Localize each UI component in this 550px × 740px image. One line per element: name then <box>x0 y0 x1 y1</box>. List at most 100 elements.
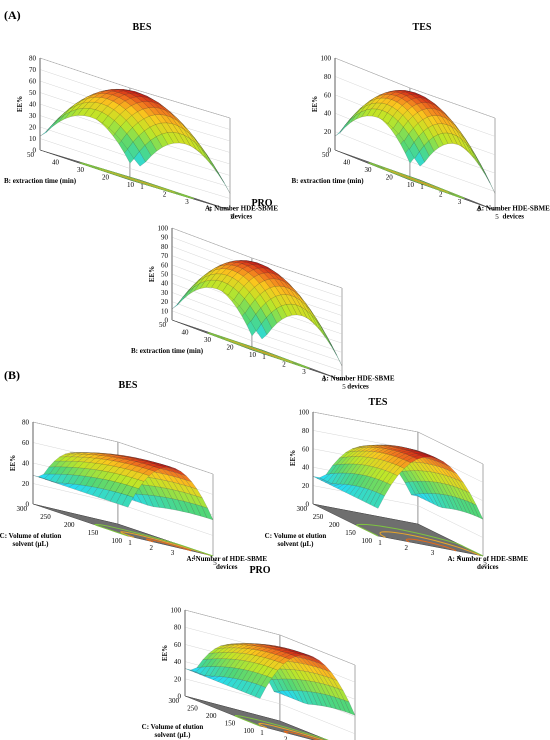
floor-contour <box>207 332 310 370</box>
chart-title: PRO <box>251 198 272 209</box>
wall-gridline <box>312 411 484 465</box>
y-tick-label: 150 <box>345 529 356 537</box>
x-axis-label: devices <box>231 213 253 221</box>
x-axis-label: A: Number of HDE-SBME <box>447 555 528 563</box>
y-tick-label: 40 <box>343 159 351 167</box>
x-tick-label: 5 <box>213 559 217 567</box>
y-tick-label: 10 <box>127 181 135 189</box>
y-tick-label: 250 <box>40 513 51 521</box>
z-tick-label: 80 <box>174 624 182 632</box>
y-tick-label: 200 <box>329 521 340 529</box>
z-tick-label: 20 <box>29 124 37 132</box>
y-tick-label: 30 <box>77 166 85 174</box>
x-tick-label: 2 <box>284 735 288 740</box>
y-axis-label: C: Volume of elution <box>0 532 61 540</box>
floor-plane <box>312 503 484 557</box>
z-tick-label: 20 <box>324 128 332 136</box>
floor-contour <box>379 531 480 556</box>
x-tick-label: 5 <box>230 213 234 221</box>
surface-patch <box>344 700 356 716</box>
panel-label-a: (A) <box>4 8 21 22</box>
x-tick-label: 3 <box>185 198 189 206</box>
z-tick-label: 100 <box>158 225 169 233</box>
x-tick-label: 3 <box>302 368 306 376</box>
y-tick-label: 40 <box>52 159 60 167</box>
x-tick-label: 4 <box>322 376 326 384</box>
x-tick-label: 4 <box>457 554 461 562</box>
wall-gridline <box>39 57 231 119</box>
z-tick-label: 60 <box>302 445 310 453</box>
x-tick-label: 2 <box>405 544 409 552</box>
z-tick-label: 10 <box>29 135 37 143</box>
x-axis-label: devices <box>347 383 369 391</box>
y-tick-label: 300 <box>297 505 308 513</box>
z-tick-label: 50 <box>161 271 169 279</box>
z-tick-label: 20 <box>302 482 310 490</box>
y-axis-label: C: Volume ot elution <box>265 532 327 540</box>
z-tick-label: 70 <box>29 66 37 74</box>
z-tick-label: 60 <box>174 641 182 649</box>
floor-contour <box>79 162 195 200</box>
x-tick-label: 1 <box>262 353 266 361</box>
y-tick-label: 100 <box>362 537 373 545</box>
wall-gridline <box>171 227 343 289</box>
y-tick-label: 20 <box>102 174 110 182</box>
y-tick-label: 300 <box>169 697 180 705</box>
z-axis-label: EE% <box>311 96 319 112</box>
z-tick-label: 10 <box>161 307 169 315</box>
z-tick-label: 0 <box>26 501 30 509</box>
y-axis-label: B: extraction time (min) <box>131 347 204 355</box>
chart-title: TES <box>413 22 432 33</box>
floor-contour <box>120 531 211 556</box>
z-tick-label: 40 <box>324 110 332 118</box>
floor-contour <box>93 523 214 557</box>
y-tick-label: 20 <box>386 174 394 182</box>
x-tick-label: 4 <box>192 554 196 562</box>
z-tick-label: 0 <box>306 501 310 509</box>
y-tick-label: 30 <box>204 336 212 344</box>
z-tick-label: 40 <box>29 101 37 109</box>
wall-gridline <box>171 310 343 371</box>
y-tick-label: 30 <box>365 166 373 174</box>
z-tick-label: 50 <box>29 89 37 97</box>
x-tick-label: 4 <box>477 206 481 214</box>
x-axis-label: A: Number HDE-SBME <box>477 205 550 213</box>
x-tick-label: 5 <box>495 213 499 221</box>
z-axis-label: EE% <box>148 266 156 282</box>
floor-contour <box>283 730 320 740</box>
z-tick-label: 100 <box>299 409 310 417</box>
y-tick-label: 250 <box>313 513 324 521</box>
z-tick-label: 60 <box>22 439 30 447</box>
wall-gridline <box>39 138 231 199</box>
x-tick-label: 2 <box>150 544 154 552</box>
floor-contour <box>355 523 484 557</box>
y-tick-label: 10 <box>249 351 257 359</box>
wall-gridline <box>184 609 356 666</box>
y-tick-label: 200 <box>64 521 75 529</box>
z-tick-label: 0 <box>178 693 182 701</box>
floor-contour <box>145 538 192 552</box>
floor-contour <box>258 722 325 740</box>
y-tick-label: 50 <box>159 321 167 329</box>
z-tick-label: 40 <box>22 460 30 468</box>
floor-contour <box>234 715 329 740</box>
surface-plot: 0 20 40 60 80 100 EE% 1 2 3 4 5A: Number HDE-SBMEde… <box>291 22 550 221</box>
wall-gridline <box>32 421 214 475</box>
wall-gridline <box>334 57 496 119</box>
z-tick-label: 100 <box>321 55 332 63</box>
z-axis-label: EE% <box>289 450 297 466</box>
z-axis-label: EE% <box>9 455 17 471</box>
x-tick-label: 4 <box>208 206 212 214</box>
y-axis-label: solvent (μL) <box>12 540 49 548</box>
x-axis-label: devices <box>216 563 238 571</box>
x-tick-label: 2 <box>163 191 167 199</box>
y-tick-label: 100 <box>112 537 123 545</box>
surface-patch <box>484 172 496 194</box>
x-tick-label: 3 <box>458 198 462 206</box>
surface-patch <box>331 344 343 367</box>
x-tick-label: 1 <box>420 183 424 191</box>
